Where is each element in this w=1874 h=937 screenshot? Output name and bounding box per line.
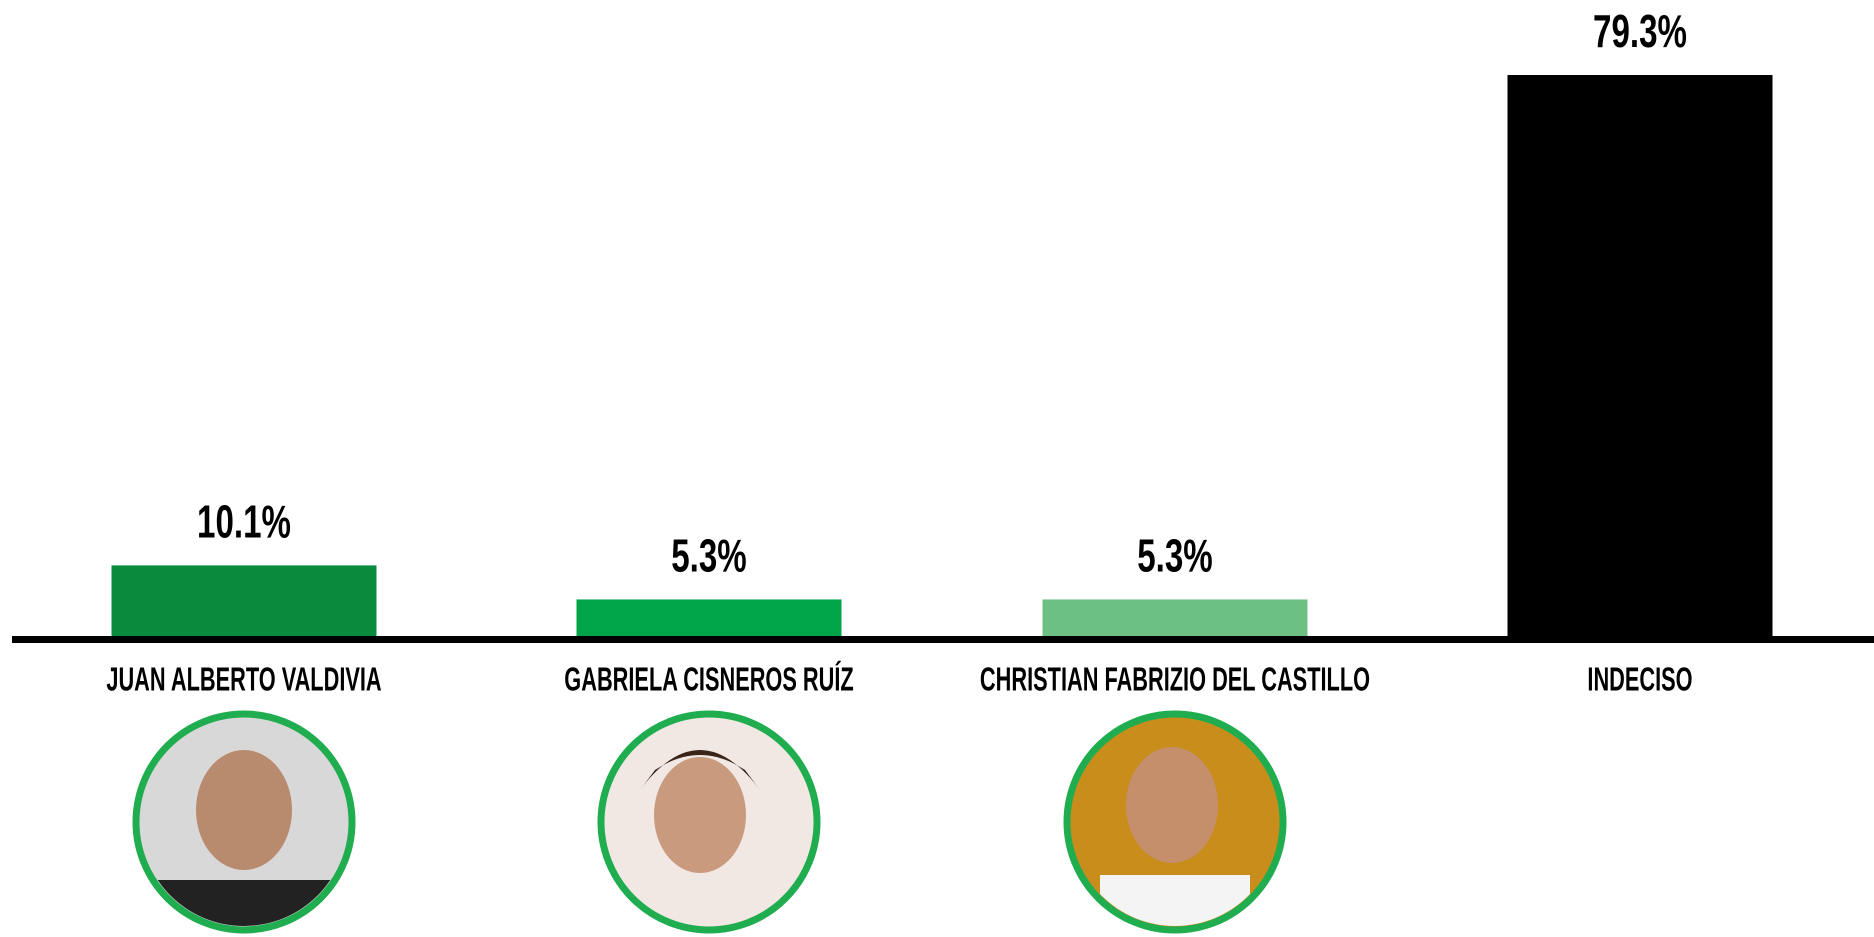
photo xyxy=(136,714,352,937)
x-tick-label: JUAN ALBERTO VALDIVIA xyxy=(106,661,381,698)
value-label: 79.3% xyxy=(1593,7,1687,57)
bar xyxy=(1043,599,1308,637)
x-tick-label: INDECISO xyxy=(1587,661,1692,698)
x-tick-label: GABRIELA CISNEROS RUÍZ xyxy=(564,661,853,698)
page: {"chart_data": {"type": "bar", "categori… xyxy=(0,0,1874,937)
photo xyxy=(601,714,817,930)
chart: 10.1% JUAN ALBERTO VALDIVIA 5.3% GABRIELA C… xyxy=(0,0,1874,937)
x-tick-label: CHRISTIAN FABRIZIO DEL CASTILLO xyxy=(980,661,1370,698)
value-label: 5.3% xyxy=(1137,531,1212,581)
bar xyxy=(577,599,842,637)
bar xyxy=(1508,75,1773,637)
photo xyxy=(1067,714,1283,937)
value-label: 5.3% xyxy=(671,531,746,581)
bar xyxy=(112,565,377,637)
baseline xyxy=(12,636,1874,643)
value-label: 10.1% xyxy=(197,497,291,547)
